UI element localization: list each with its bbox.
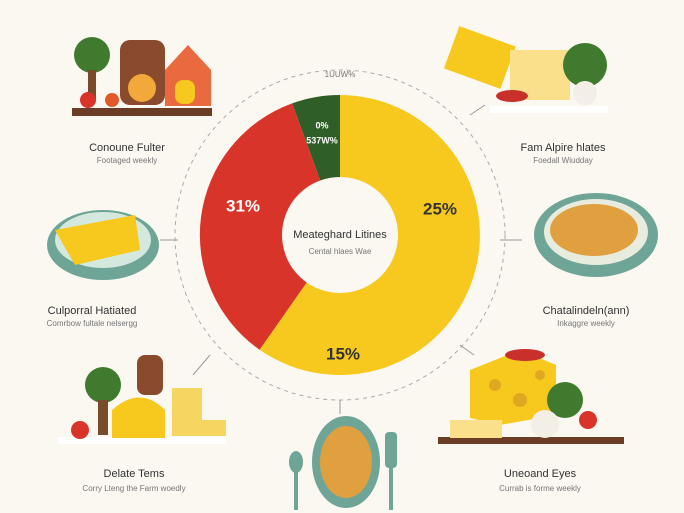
item-subtitle: Currab is forme weekly <box>499 484 581 493</box>
segment-red <box>199 103 321 350</box>
item-title: Delate Tems <box>104 468 165 480</box>
item-title: Fam Alpire hlates <box>521 142 606 154</box>
illustration <box>47 26 658 510</box>
center-title: Meateghard Litines <box>293 229 387 241</box>
segment-label: 537W% <box>306 135 338 145</box>
item-title: Culporral Hatiated <box>48 305 137 317</box>
segment-label: 31% <box>226 196 260 215</box>
segment-green <box>292 94 340 181</box>
top-label: 1UUW% <box>325 70 356 79</box>
item-subtitle: Comrbow fultale nelsergg <box>47 319 138 328</box>
donut <box>199 94 480 375</box>
segment-label: 15% <box>326 344 360 363</box>
segment-label: 0% <box>315 120 328 130</box>
segment-yellow <box>259 95 480 375</box>
connectors <box>160 104 522 414</box>
item-subtitle: Inkaggre weekly <box>557 319 615 328</box>
item-title: Uneoand Eyes <box>504 468 577 480</box>
item-title: Conoune Fulter <box>89 142 165 154</box>
item-subtitle: Footaged weekly <box>97 156 157 165</box>
item-title: Chatalindeln(ann) <box>543 305 630 317</box>
center-subtitle: Cental hlaes Wae <box>309 247 372 256</box>
segment-label: 25% <box>423 199 457 218</box>
item-subtitle: Foedall Wiudday <box>533 156 593 165</box>
item-subtitle: Corry Lteng the Farm woedly <box>82 484 185 493</box>
